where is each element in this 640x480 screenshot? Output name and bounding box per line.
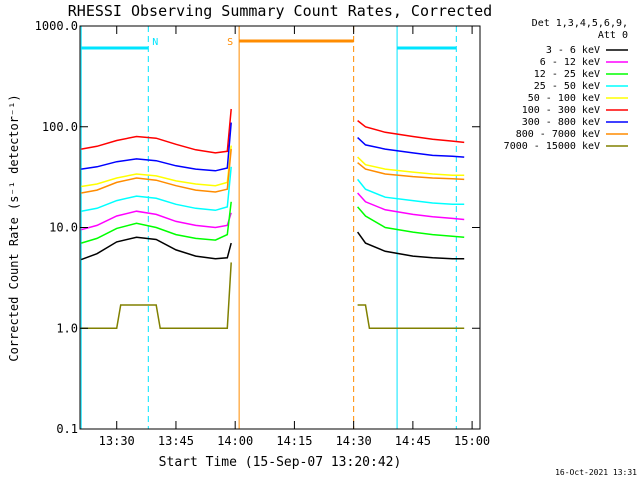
legend-label-3: 25 - 50 keV	[534, 81, 600, 92]
y-tick-label-2: 10.0	[49, 221, 78, 235]
x-tick-label-2: 14:00	[217, 434, 253, 448]
legend-label-6: 300 - 800 keV	[522, 117, 600, 128]
x-tick-label-5: 14:45	[395, 434, 431, 448]
legend-label-2: 12 - 25 keV	[534, 69, 600, 80]
y-axis-label: Corrected Count Rate (s⁻¹ detector⁻¹)	[7, 94, 21, 361]
x-axis-label: Start Time (15-Sep-07 13:20:42)	[159, 455, 402, 470]
series-line-8-1	[357, 304, 465, 330]
x-tick-label-3: 14:15	[276, 434, 312, 448]
annotation-label-0: N	[152, 37, 158, 48]
plot-frame	[79, 25, 481, 430]
legend-label-5: 100 - 300 keV	[522, 105, 600, 116]
series-line-5-1	[357, 120, 465, 144]
series-line-4-1	[357, 156, 465, 177]
y-tick-label-1: 1.0	[56, 321, 78, 335]
series-line-2-0	[80, 201, 232, 244]
series-line-8-0	[81, 262, 232, 330]
series-line-3-0	[81, 166, 232, 212]
x-axis: 13:30 13:45 14:00 14:15 14:30 14:45 15:00	[99, 26, 490, 448]
legend-label-1: 6 - 12 keV	[540, 57, 600, 68]
y-axis: 0.1 1.0 10.0 100.0 1000.0	[35, 19, 480, 436]
series-layer	[80, 108, 465, 330]
series-line-6-0	[81, 122, 232, 172]
chart-title: RHESSI Observing Summary Count Rates, Co…	[68, 2, 492, 20]
annotation-label-1: S	[227, 37, 233, 48]
legend-label-0: 3 - 6 keV	[546, 45, 600, 56]
series-line-2-1	[357, 206, 465, 239]
series-line-7-1	[357, 162, 465, 181]
y-tick-label-0: 0.1	[56, 422, 78, 436]
legend-label-8: 7000 - 15000 keV	[504, 141, 600, 152]
y-tick-label-3: 100.0	[42, 120, 78, 134]
y-tick-label-4: 1000.0	[35, 19, 78, 33]
series-line-4-0	[81, 145, 232, 188]
x-tick-label-1: 13:45	[158, 434, 194, 448]
footer-timestamp: 16-Oct-2021 13:31	[555, 468, 637, 477]
x-tick-label-4: 14:30	[336, 434, 372, 448]
x-tick-label-0: 13:30	[99, 434, 135, 448]
series-line-5-0	[81, 108, 232, 154]
series-line-1-0	[81, 210, 232, 231]
series-line-1-1	[357, 192, 465, 221]
legend-header-1: Att 0	[598, 30, 628, 41]
series-line-0-0	[80, 236, 232, 261]
legend-label-4: 50 - 100 keV	[528, 93, 600, 104]
series-line-7-0	[81, 149, 232, 194]
series-line-6-1	[357, 137, 465, 158]
legend-header-0: Det 1,3,4,5,6,9,	[532, 18, 628, 29]
series-line-3-1	[357, 178, 465, 206]
x-tick-label-6: 15:00	[454, 434, 490, 448]
series-line-0-1	[356, 231, 465, 260]
legend-label-7: 800 - 7000 keV	[516, 129, 600, 140]
